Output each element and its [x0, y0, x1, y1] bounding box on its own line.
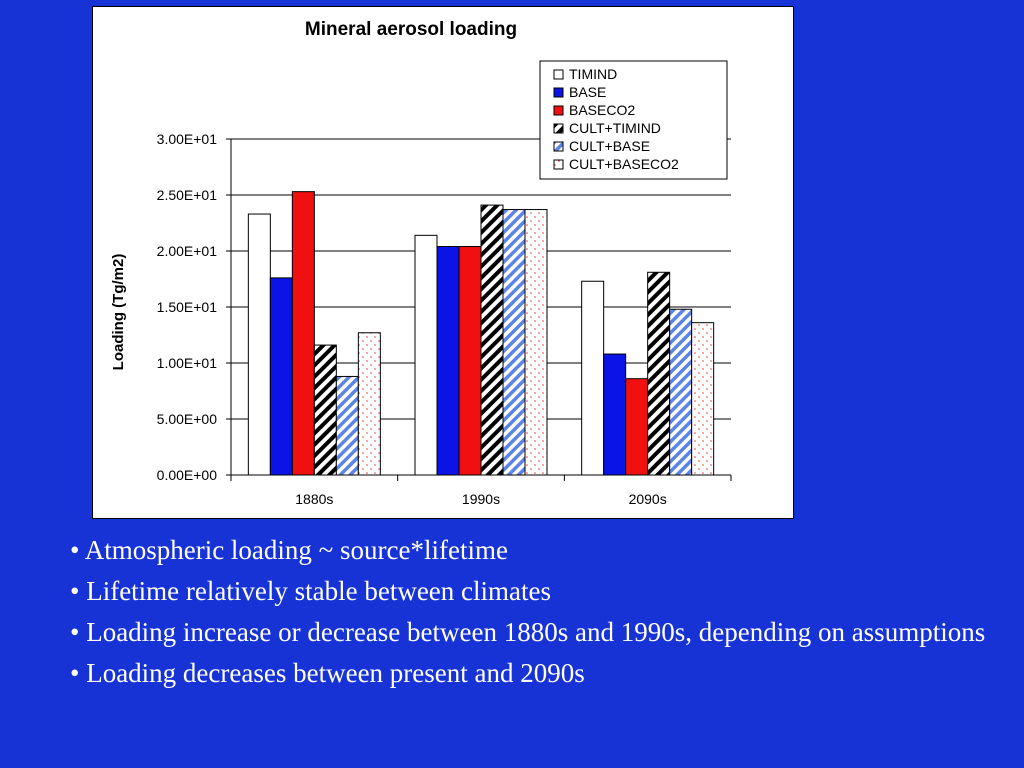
legend-swatch	[553, 69, 564, 80]
bar	[291, 191, 315, 476]
bar	[669, 308, 693, 476]
bullet-item: • Loading decreases between present and …	[70, 658, 585, 688]
legend-label: CULT+BASE	[569, 138, 650, 154]
y-tick-label: 2.00E+01	[157, 243, 218, 259]
legend-swatch	[553, 141, 564, 152]
bullet-item: • Loading increase or decrease between 1…	[70, 617, 986, 647]
chart-panel: Mineral aerosol loading 0.00E+00 5.00E+00…	[92, 6, 794, 519]
bullet-item: • Lifetime relatively stable between cli…	[70, 576, 552, 606]
y-tick-label: 5.00E+00	[157, 411, 218, 427]
y-tick-label: 3.00E+01	[157, 131, 218, 147]
legend-label: CULT+BASECO2	[569, 156, 679, 172]
y-tick-label: 2.50E+01	[157, 187, 218, 203]
tick-labels: 0.00E+00 5.00E+00 1.00E+01 1.50E+01 2.00E+01…	[157, 131, 667, 507]
x-tick-label: 1990s	[462, 491, 500, 507]
bar	[524, 209, 548, 476]
bar	[647, 271, 671, 476]
chart-title: Mineral aerosol loading	[305, 19, 517, 40]
legend: TIMIND BASE BASECO2 CULT+TIMIND CULT+BASE CUL…	[539, 60, 728, 180]
bar	[691, 322, 715, 476]
legend-swatch	[553, 123, 564, 134]
bar	[313, 344, 337, 476]
bar	[357, 332, 381, 476]
x-tick-label: 2090s	[629, 491, 667, 507]
bar	[414, 234, 438, 476]
y-tick-label: 0.00E+00	[157, 467, 218, 483]
legend-box	[539, 60, 728, 180]
bar-chart: Mineral aerosol loading 0.00E+00 5.00E+00…	[110, 19, 732, 507]
legend-label: CULT+TIMIND	[569, 120, 661, 136]
bar	[480, 204, 504, 476]
legend-label: BASECO2	[569, 102, 635, 118]
y-tick-label: 1.50E+01	[157, 299, 218, 315]
bar	[458, 246, 482, 476]
bar	[269, 277, 293, 476]
bar	[581, 280, 605, 476]
y-tick-label: 1.00E+01	[157, 355, 218, 371]
legend-label: TIMIND	[569, 66, 617, 82]
bar	[247, 213, 271, 476]
bullet-item: • Atmospheric loading ~ source*lifetime	[70, 535, 508, 565]
bar	[625, 378, 649, 476]
legend-swatch	[553, 159, 564, 170]
legend-label: BASE	[569, 84, 606, 100]
axes	[226, 138, 732, 481]
bullet-list: • Atmospheric loading ~ source*lifetime …	[70, 530, 1015, 694]
bar	[436, 246, 460, 476]
y-axis-label: Loading (Tg/m2)	[110, 254, 127, 371]
x-tick-label: 1880s	[295, 491, 333, 507]
legend-swatch	[553, 105, 564, 116]
legend-swatch	[553, 87, 564, 98]
bar	[502, 209, 526, 476]
bar	[603, 353, 627, 476]
bars	[247, 191, 715, 476]
bar	[335, 375, 359, 476]
